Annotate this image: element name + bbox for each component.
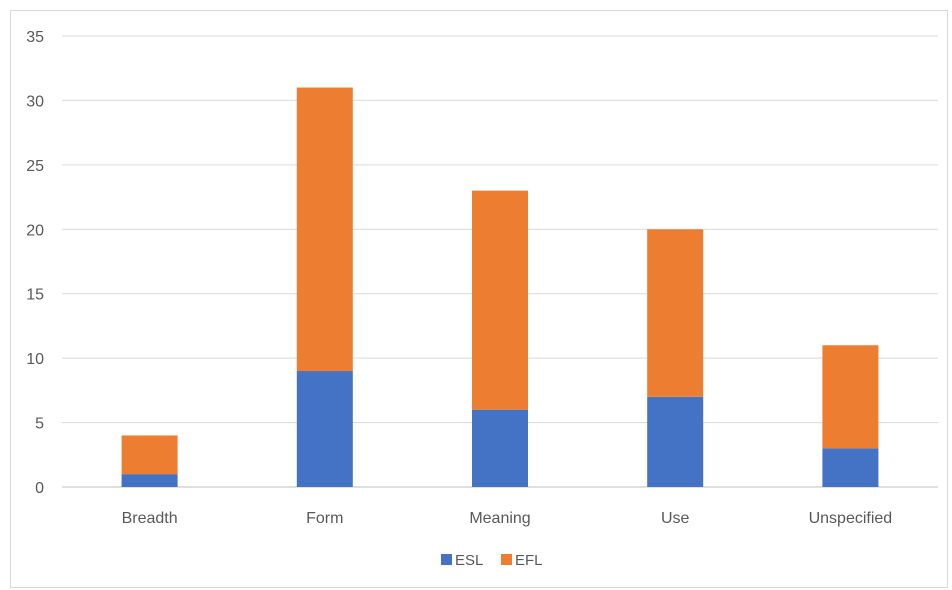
- bar-esl-form: [296, 371, 353, 487]
- y-tick-label: 0: [35, 480, 44, 497]
- legend-swatch-esl: [441, 554, 452, 565]
- legend: ESL EFL: [441, 552, 543, 569]
- bars: [121, 87, 879, 487]
- legend-swatch-efl: [501, 554, 512, 565]
- y-tick-label: 35: [26, 29, 44, 46]
- bar-esl-use: [647, 396, 704, 487]
- bar-efl-use: [647, 229, 704, 397]
- bar-efl-form: [296, 87, 353, 372]
- y-tick-label: 20: [26, 222, 44, 239]
- x-tick-label: Form: [306, 510, 343, 527]
- y-axis: 0 5 10 15 20 25 30 35: [26, 29, 44, 497]
- x-tick-label: Meaning: [469, 510, 530, 527]
- x-tick-label: Unspecified: [809, 510, 893, 527]
- bar-esl-meaning: [472, 409, 528, 487]
- bar-efl-unspecified: [822, 345, 879, 449]
- y-tick-label: 10: [26, 351, 44, 368]
- bar-efl-meaning: [472, 190, 528, 410]
- legend-label-efl: EFL: [515, 552, 543, 569]
- y-tick-label: 5: [35, 416, 44, 433]
- legend-label-esl: ESL: [455, 552, 483, 569]
- bar-esl-unspecified: [822, 448, 879, 487]
- y-tick-label: 30: [26, 93, 44, 110]
- x-tick-label: Breadth: [122, 510, 178, 527]
- y-tick-label: 15: [26, 287, 44, 304]
- x-axis: Breadth Form Meaning Use Unspecified: [122, 510, 893, 527]
- bar-esl-breadth: [121, 474, 178, 487]
- bar-efl-breadth: [121, 435, 178, 475]
- y-tick-label: 25: [26, 158, 44, 175]
- x-tick-label: Use: [661, 510, 690, 527]
